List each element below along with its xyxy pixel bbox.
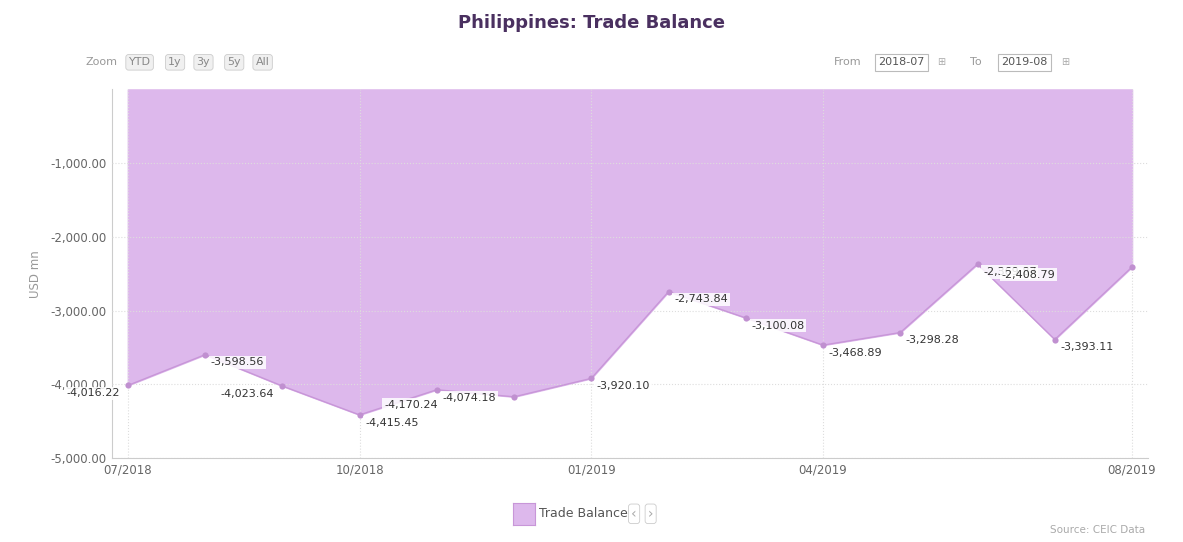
Point <box>118 381 137 390</box>
Text: 1y: 1y <box>168 57 182 67</box>
Text: -3,920.10: -3,920.10 <box>597 381 651 391</box>
Text: -3,298.28: -3,298.28 <box>906 335 959 345</box>
Text: -3,468.89: -3,468.89 <box>828 348 883 358</box>
Text: Philippines: Trade Balance: Philippines: Trade Balance <box>458 14 725 31</box>
Text: -4,074.18: -4,074.18 <box>442 392 496 403</box>
Text: -3,393.11: -3,393.11 <box>1060 343 1113 352</box>
Text: ›: › <box>648 507 653 521</box>
Text: 5y: 5y <box>227 57 241 67</box>
Text: -4,023.64: -4,023.64 <box>220 389 274 399</box>
Text: ⊞: ⊞ <box>938 57 945 67</box>
Text: -3,598.56: -3,598.56 <box>211 358 264 367</box>
Text: ‹: ‹ <box>632 507 636 521</box>
Point <box>350 411 369 420</box>
Point <box>1046 335 1065 344</box>
Point <box>505 392 524 401</box>
Point <box>968 260 987 268</box>
Text: Source: CEIC Data: Source: CEIC Data <box>1051 526 1145 535</box>
Point <box>273 382 292 390</box>
Text: All: All <box>256 57 270 67</box>
Point <box>814 341 833 350</box>
Point <box>582 374 601 383</box>
Text: -4,415.45: -4,415.45 <box>366 418 419 428</box>
Text: 3y: 3y <box>196 57 211 67</box>
Text: -4,170.24: -4,170.24 <box>384 399 438 410</box>
Text: 2019-08: 2019-08 <box>1001 57 1048 67</box>
Text: YTD: YTD <box>129 57 150 67</box>
Text: 2018-07: 2018-07 <box>878 57 925 67</box>
Point <box>195 350 214 359</box>
Text: Trade Balance: Trade Balance <box>539 507 628 520</box>
Text: -4,016.22: -4,016.22 <box>66 388 119 398</box>
Text: -2,408.79: -2,408.79 <box>1002 270 1055 280</box>
Text: From: From <box>834 57 861 67</box>
Point <box>736 314 755 322</box>
Text: -2,369.87: -2,369.87 <box>983 267 1036 277</box>
Point <box>1123 263 1142 272</box>
Text: ⊞: ⊞ <box>1061 57 1068 67</box>
Text: Zoom: Zoom <box>85 57 117 67</box>
Point <box>427 385 446 394</box>
Text: -2,743.84: -2,743.84 <box>674 294 728 305</box>
Text: -3,100.08: -3,100.08 <box>751 321 804 331</box>
Text: To: To <box>970 57 982 67</box>
Point <box>659 287 678 296</box>
Point <box>891 328 910 337</box>
Y-axis label: USD mn: USD mn <box>30 250 43 298</box>
